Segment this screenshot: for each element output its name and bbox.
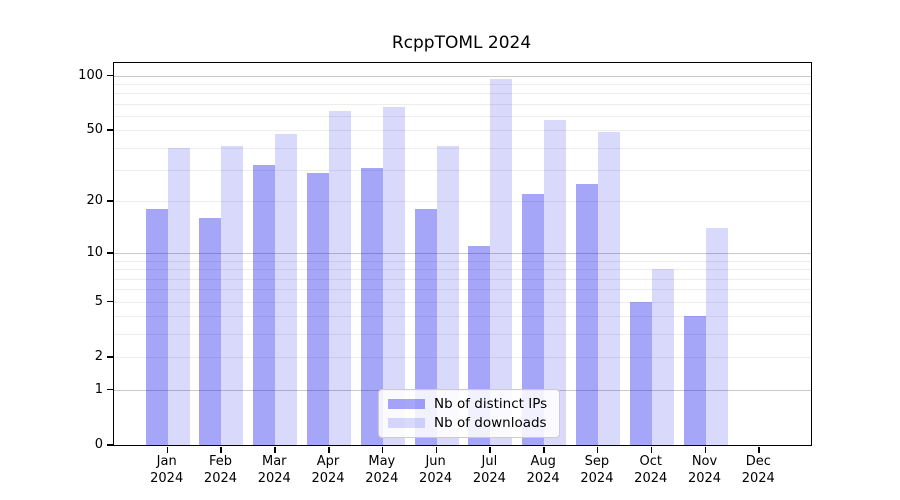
minor-gridline (114, 147, 811, 149)
y-tick-label: 10 (86, 245, 103, 261)
minor-gridline (114, 289, 811, 291)
legend-label-distinct-ips: Nb of distinct IPs (434, 396, 548, 412)
bar-downloads-apr (329, 111, 352, 445)
legend-row-downloads: Nb of downloads (388, 415, 547, 431)
x-tick-label: Aug 2024 (526, 454, 560, 486)
x-tick-mark (596, 447, 599, 453)
minor-gridline (114, 316, 811, 318)
minor-gridline (114, 116, 811, 118)
x-tick-mark (274, 447, 276, 453)
x-tick-mark (650, 447, 653, 453)
x-tick-label: Apr 2024 (311, 454, 345, 486)
bar-downloads-oct (651, 269, 674, 445)
x-tick-mark (220, 447, 222, 453)
bar-downloads-nov (705, 228, 728, 445)
y-tick-label: 0 (94, 437, 103, 452)
minor-gridline (114, 130, 811, 132)
x-tick-label: Mar 2024 (257, 454, 291, 486)
x-tick-label: Dec 2024 (741, 454, 775, 486)
x-tick-mark (543, 447, 545, 453)
bar-distinct-ips-jun (414, 209, 437, 445)
minor-gridline (114, 93, 811, 95)
y-tick-mark (107, 444, 113, 446)
bar-distinct-ips-mar (253, 165, 276, 445)
legend-swatch-downloads (388, 418, 425, 428)
legend-label-downloads: Nb of downloads (434, 415, 547, 431)
minor-gridline (114, 201, 811, 203)
y-tick-mark (107, 129, 113, 131)
x-tick-mark (328, 447, 330, 453)
x-tick-label: Feb 2024 (203, 454, 238, 486)
minor-gridline (114, 334, 811, 336)
y-tick-mark (107, 388, 113, 391)
y-tick-mark (107, 356, 113, 358)
bar-downloads-feb (221, 145, 244, 445)
major-gridline (114, 253, 811, 255)
x-tick-label: Jul 2024 (472, 454, 506, 486)
bar-distinct-ips-nov (683, 316, 706, 445)
bar-downloads-aug (544, 120, 567, 445)
x-tick-label: Oct 2024 (634, 454, 668, 486)
major-gridline (114, 75, 811, 77)
bar-downloads-jun (436, 145, 459, 445)
minor-gridline (114, 269, 811, 271)
x-tick-mark (381, 447, 384, 453)
bar-downloads-may (382, 107, 405, 445)
y-tick-label: 50 (86, 122, 103, 138)
bar-downloads-sep (597, 132, 620, 445)
legend-row-distinct-ips: Nb of distinct IPs (388, 396, 547, 412)
plot-area: Nb of distinct IPs Nb of downloads (113, 62, 812, 446)
bar-distinct-ips-jan (145, 209, 168, 445)
x-tick-mark (435, 447, 438, 453)
y-tick-label: 20 (86, 193, 103, 209)
bar-downloads-jul (490, 79, 513, 445)
minor-gridline (114, 103, 811, 105)
y-tick-label: 100 (78, 67, 103, 83)
x-tick-label: Nov 2024 (687, 454, 722, 486)
x-tick-label: Jan 2024 (150, 454, 184, 486)
x-tick-mark (758, 447, 760, 453)
y-tick-mark (107, 74, 113, 77)
legend-swatch-distinct-ips (388, 399, 425, 409)
minor-gridline (114, 357, 811, 359)
bar-distinct-ips-aug (522, 194, 545, 445)
bar-distinct-ips-oct (629, 301, 652, 445)
bar-distinct-ips-apr (307, 172, 330, 445)
minor-gridline (114, 301, 811, 303)
y-tick-mark (107, 200, 113, 202)
y-tick-label: 2 (94, 349, 103, 365)
y-tick-label: 5 (94, 293, 103, 309)
bar-distinct-ips-may (360, 167, 383, 445)
x-tick-label: Jun 2024 (419, 454, 453, 486)
y-tick-label: 1 (94, 381, 103, 397)
minor-gridline (114, 170, 811, 172)
x-tick-label: May 2024 (365, 454, 399, 486)
legend: Nb of distinct IPs Nb of downloads (378, 389, 561, 438)
y-tick-mark (107, 300, 113, 303)
y-tick-mark (107, 252, 113, 254)
minor-gridline (114, 260, 811, 262)
x-tick-mark (166, 447, 169, 453)
x-tick-mark (704, 447, 706, 453)
chart-title: RcppTOML 2024 (391, 33, 532, 53)
bar-distinct-ips-feb (199, 218, 222, 445)
bar-distinct-ips-sep (575, 184, 598, 445)
x-tick-mark (489, 447, 491, 453)
minor-gridline (114, 84, 811, 86)
bar-downloads-jan (167, 147, 190, 445)
bar-downloads-mar (275, 133, 298, 445)
minor-gridline (114, 278, 811, 280)
x-tick-label: Sep 2024 (580, 454, 614, 486)
